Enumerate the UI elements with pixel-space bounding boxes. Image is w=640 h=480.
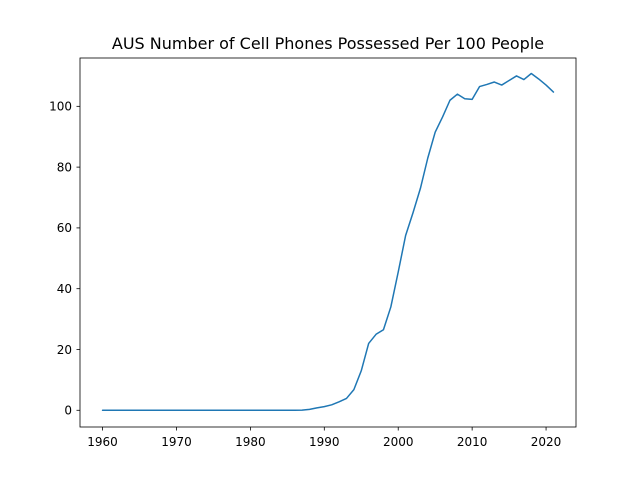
x-tick-label: 2010	[457, 435, 488, 449]
y-axis: 0 20 40 60 80 100	[49, 100, 80, 418]
chart-title: AUS Number of Cell Phones Possessed Per …	[112, 34, 544, 53]
plot-frame	[79, 57, 577, 428]
y-tick-label: 100	[49, 100, 72, 114]
x-tick-label: 1970	[161, 435, 192, 449]
y-tick-label: 60	[57, 221, 72, 235]
x-axis: 1960 1970 1980 1990 2000 2010 2020	[87, 427, 561, 449]
y-tick-label: 0	[64, 404, 72, 418]
x-tick-label: 2000	[383, 435, 414, 449]
y-tick-label: 40	[57, 282, 72, 296]
x-tick-label: 2020	[531, 435, 562, 449]
y-tick-label: 20	[57, 343, 72, 357]
y-tick-label: 80	[57, 160, 72, 174]
series-line	[101, 72, 555, 412]
x-tick-label: 1990	[309, 435, 340, 449]
x-tick-label: 1980	[235, 435, 266, 449]
x-tick-label: 1960	[87, 435, 118, 449]
